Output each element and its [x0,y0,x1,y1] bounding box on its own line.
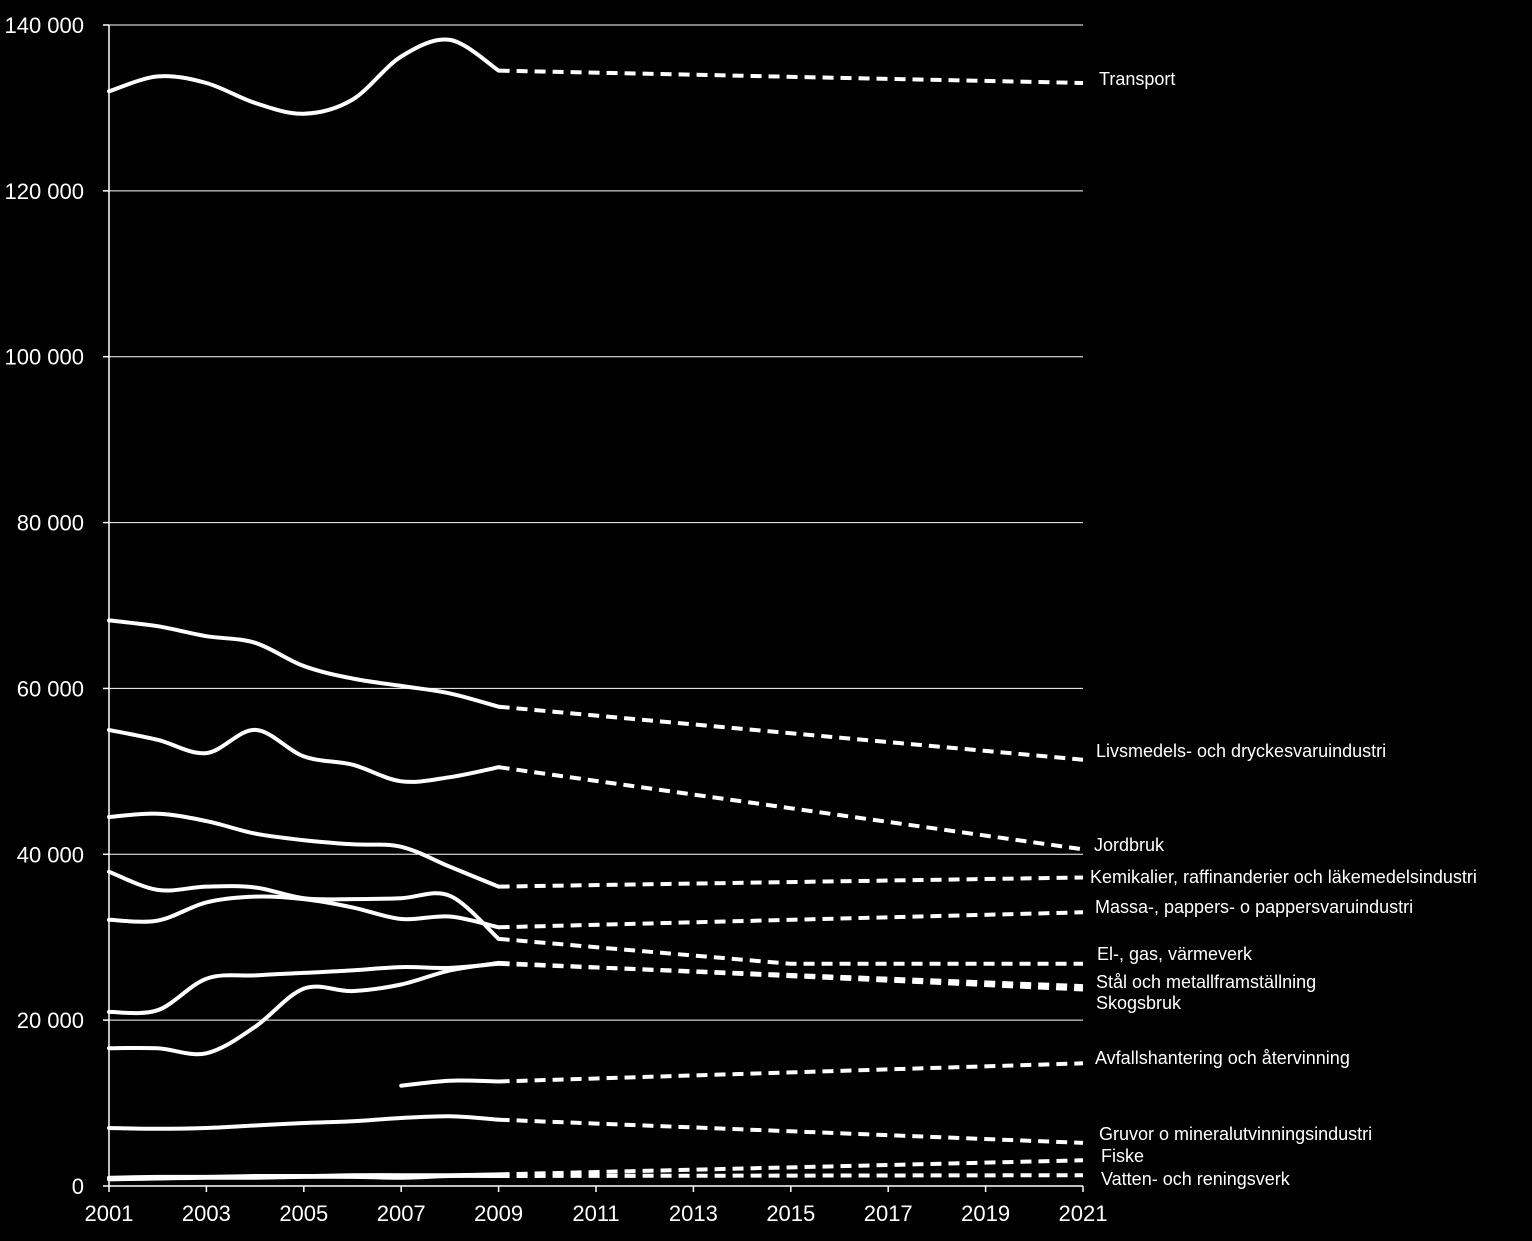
x-tick-label: 2013 [669,1201,718,1226]
y-tick-label: 80 000 [17,511,84,536]
y-tick-label: 40 000 [17,842,84,867]
series-5-projection-line [498,936,1083,966]
series-3-historical-line [107,811,501,889]
x-tick-label: 2015 [766,1201,815,1226]
series-5-historical-line [107,869,501,941]
y-tick-label: 140 000 [4,13,84,38]
series-4-projection-line [498,910,1084,930]
y-tick-label: 100 000 [4,345,84,370]
x-tick-label: 2021 [1059,1201,1108,1226]
series-11-projection-line [498,1173,1084,1178]
series-7-historical-line [107,960,501,1057]
series-0-label: Transport [1099,69,1175,89]
series-10-projection-line [498,1158,1084,1177]
x-tick-label: 2017 [864,1201,913,1226]
series-0-projection-line [498,68,1084,85]
series-labels: Transport Livsmedels- och dryckesvaruindu… [1090,69,1477,1189]
axes: 0 20 000 40 000 60 000 80 000 100 000 120 000 1… [4,13,1107,1226]
series-2-historical-line [107,727,501,784]
y-tick-label: 20 000 [17,1008,84,1033]
series-8-projection-line [498,1061,1084,1084]
series-8-historical-line [399,1078,501,1088]
series-7-label: Skogsbruk [1096,993,1182,1013]
series-3-projection-line [498,875,1084,889]
series-0-historical-line [107,37,501,116]
series-9-label: Gruvor o mineralutvinningsindustri [1099,1124,1372,1144]
series-4-label: Massa-, pappers- o pappersvaruindustri [1095,897,1413,917]
series-lines [107,37,1084,1182]
gridlines [109,24,1083,1021]
x-tick-label: 2019 [961,1201,1010,1226]
series-10-label: Fiske [1101,1146,1144,1166]
series-11-label: Vatten- och reningsverk [1101,1169,1291,1189]
y-tick-label: 60 000 [17,676,84,701]
series-5-label: El-, gas, värmeverk [1097,944,1253,964]
y-tick-label: 0 [72,1174,84,1199]
series-1-historical-line [107,618,501,709]
series-7-projection-line [498,960,1084,992]
series-2-label: Jordbruk [1094,835,1165,855]
x-tick-label: 2001 [85,1201,134,1226]
series-9-projection-line [498,1117,1084,1145]
x-tick-label: 2009 [474,1201,523,1226]
series-1-projection-line [498,704,1084,762]
x-tick-label: 2005 [279,1201,328,1226]
y-tick-label: 120 000 [4,179,84,204]
series-6-historical-line [107,961,501,1016]
series-1-label: Livsmedels- och dryckesvaruindustri [1096,741,1386,761]
x-tick-label: 2003 [182,1201,231,1226]
series-3-label: Kemikalier, raffinanderier och läkemedel… [1090,867,1477,887]
x-tick-label: 2007 [377,1201,426,1226]
series-4-historical-line [107,894,501,930]
series-2-projection-line [498,765,1084,852]
series-11-historical-line [107,1173,501,1182]
x-tick-label: 2011 [572,1201,619,1226]
series-8-label: Avfallshantering och återvinning [1095,1048,1350,1068]
series-9-historical-line [107,1114,501,1131]
series-6-label: Stål och metallframställning [1096,972,1316,992]
